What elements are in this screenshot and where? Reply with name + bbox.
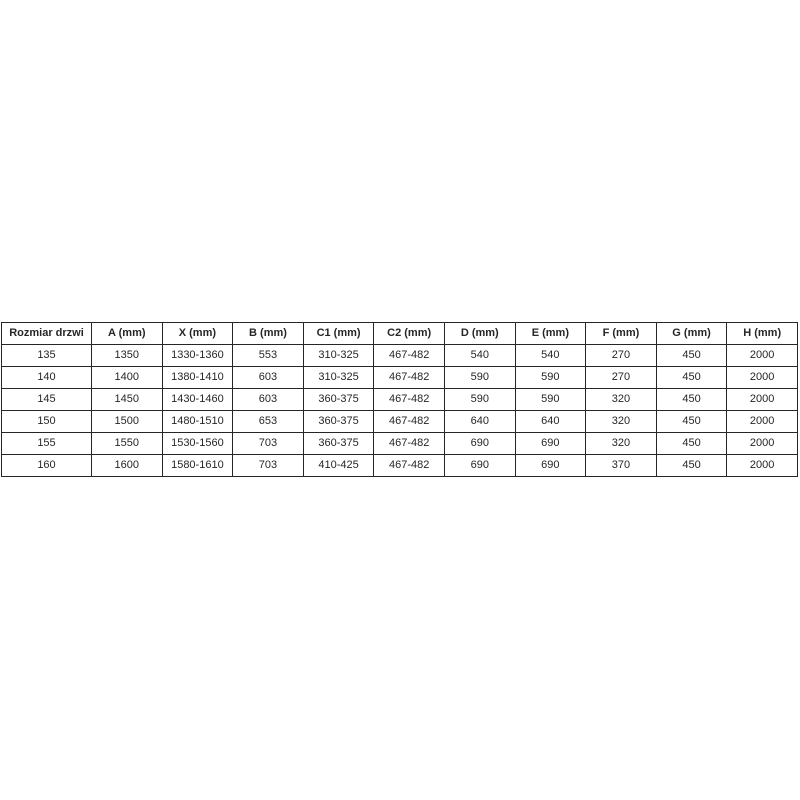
table-cell: 1430-1460 [161,388,234,411]
table-cell: 320 [585,388,657,411]
table-cell: 310-325 [302,344,375,367]
header-cell: B (mm) [232,322,304,345]
table-cell: 467-482 [373,432,445,455]
table-cell: 1400 [91,366,163,389]
table-cell: 690 [514,454,587,477]
header-cell: C1 (mm) [302,322,375,345]
table-row: 140 1400 1380-1410 603 310-325 467-482 590 590 2… [1,366,798,389]
table-cell: 450 [655,410,728,433]
header-cell: G (mm) [655,322,728,345]
table-row: 160 1600 1580-1610 703 410-425 467-482 690 690 3… [1,454,798,477]
table-cell: 690 [514,432,587,455]
table-cell: 540 [443,344,516,367]
table-cell: 653 [232,410,304,433]
table-body: 135 1350 1330-1360 553 310-325 467-482 540 540 2… [1,344,798,477]
table-cell: 603 [232,388,304,411]
table-cell: 360-375 [302,388,375,411]
table-cell: 450 [655,454,728,477]
header-cell: Rozmiar drzwi [1,322,92,345]
door-size-spec-table: Rozmiar drzwi A (mm) X (mm) B (mm) C1 (mm) C2… [1,322,798,477]
header-cell: C2 (mm) [373,322,445,345]
table-cell: 360-375 [302,432,375,455]
table-row: 155 1550 1530-1560 703 360-375 467-482 690 690 3… [1,432,798,455]
table-cell: 703 [232,454,304,477]
header-cell: X (mm) [161,322,234,345]
table-row: 135 1350 1330-1360 553 310-325 467-482 540 540 2… [1,344,798,367]
table-cell: 1530-1560 [161,432,234,455]
header-cell: H (mm) [726,322,798,345]
table-row: 145 1450 1430-1460 603 360-375 467-482 590 590 3… [1,388,798,411]
table-cell: 270 [585,366,657,389]
table-cell: 320 [585,432,657,455]
table-cell: 270 [585,344,657,367]
table-cell: 590 [443,388,516,411]
table-cell: 2000 [726,366,798,389]
table-cell: 2000 [726,344,798,367]
table-cell: 450 [655,388,728,411]
table-cell: 2000 [726,388,798,411]
table-cell: 160 [1,454,92,477]
table-cell: 1380-1410 [161,366,234,389]
table-cell: 1450 [91,388,163,411]
table-cell: 320 [585,410,657,433]
table-cell: 467-482 [373,410,445,433]
header-row: Rozmiar drzwi A (mm) X (mm) B (mm) C1 (mm) C2… [1,322,798,345]
table-cell: 540 [514,344,587,367]
table-cell: 135 [1,344,92,367]
table-cell: 360-375 [302,410,375,433]
table-cell: 1480-1510 [161,410,234,433]
table-cell: 640 [514,410,587,433]
table-cell: 467-482 [373,388,445,411]
table-row: 150 1500 1480-1510 653 360-375 467-482 640 640 3… [1,410,798,433]
table-cell: 1350 [91,344,163,367]
table-cell: 553 [232,344,304,367]
table-cell: 450 [655,366,728,389]
table-cell: 590 [514,388,587,411]
table-cell: 590 [514,366,587,389]
table-cell: 1330-1360 [161,344,234,367]
table-cell: 703 [232,432,304,455]
table-cell: 640 [443,410,516,433]
table-cell: 690 [443,454,516,477]
table-cell: 603 [232,366,304,389]
table-cell: 1550 [91,432,163,455]
table-cell: 467-482 [373,366,445,389]
table-cell: 690 [443,432,516,455]
table-cell: 2000 [726,454,798,477]
spec-table-container: Rozmiar drzwi A (mm) X (mm) B (mm) C1 (mm) C2… [1,322,798,477]
table-cell: 1580-1610 [161,454,234,477]
table-cell: 590 [443,366,516,389]
table-cell: 1600 [91,454,163,477]
table-cell: 310-325 [302,366,375,389]
header-cell: E (mm) [514,322,587,345]
header-cell: A (mm) [91,322,163,345]
table-cell: 450 [655,344,728,367]
table-cell: 467-482 [373,344,445,367]
table-cell: 155 [1,432,92,455]
table-header: Rozmiar drzwi A (mm) X (mm) B (mm) C1 (mm) C2… [1,322,798,345]
table-cell: 450 [655,432,728,455]
table-cell: 410-425 [302,454,375,477]
table-cell: 467-482 [373,454,445,477]
header-cell: F (mm) [585,322,657,345]
table-cell: 370 [585,454,657,477]
table-cell: 1500 [91,410,163,433]
table-cell: 145 [1,388,92,411]
table-cell: 150 [1,410,92,433]
table-cell: 2000 [726,410,798,433]
table-cell: 2000 [726,432,798,455]
header-cell: D (mm) [443,322,516,345]
table-cell: 140 [1,366,92,389]
